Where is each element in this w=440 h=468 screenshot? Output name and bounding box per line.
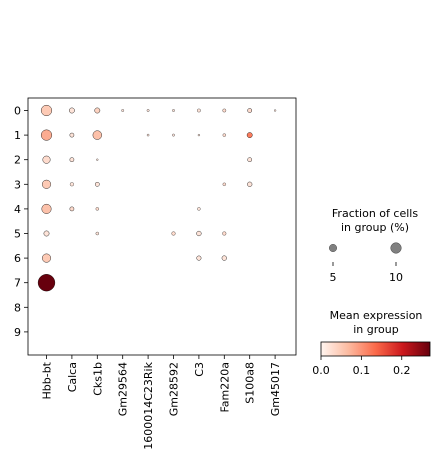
size-legend-label-10: 10 xyxy=(389,271,403,284)
dot-hbb-bt-group-6 xyxy=(42,253,51,263)
x-tick-label-gm45017: Gm45017 xyxy=(269,362,282,416)
x-tick-label-fam220a: Fam220a xyxy=(218,362,231,413)
x-tick-label-calca: Calca xyxy=(66,362,79,392)
dot-fam220a-group-3 xyxy=(222,182,226,186)
dot-hbb-bt-group-2 xyxy=(42,155,51,164)
dot-gm29564-group-0 xyxy=(121,109,125,112)
y-tick-label-7: 7 xyxy=(14,277,21,290)
dot-fam220a-group-5 xyxy=(222,231,227,236)
color-legend-title-line1: Mean expression xyxy=(330,309,423,322)
colorbar-tick-label-2: 0.2 xyxy=(393,364,411,377)
size-legend-label-5: 5 xyxy=(330,271,337,284)
y-tick-label-6: 6 xyxy=(14,252,21,265)
colorbar-ticks: 0.0 0.1 0.2 xyxy=(312,356,410,377)
dot-gm28592-group-1 xyxy=(172,133,175,137)
dot-gm28592-group-5 xyxy=(171,231,176,236)
colorbar-tick-label-0: 0.0 xyxy=(312,364,330,377)
dot-cks1b-group-1 xyxy=(92,130,102,140)
dot-marks xyxy=(37,104,277,292)
y-tick-label-0: 0 xyxy=(14,105,21,118)
x-axis-ticks: Hbb-bt Calca Cks1b Gm29564 1600014C23Rik Gm28… xyxy=(41,355,282,450)
y-axis-ticks: 0 1 2 3 4 5 6 7 8 9 xyxy=(14,105,28,339)
dot-hbb-bt-group-7 xyxy=(37,274,56,292)
y-tick-label-2: 2 xyxy=(14,154,21,167)
dot-c3-group-6 xyxy=(196,255,202,261)
dot-c3-group-0 xyxy=(197,108,201,113)
dot-s100a8-group-2 xyxy=(247,157,252,162)
dot-gm28592-group-0 xyxy=(172,109,175,112)
dot-hbb-bt-group-5 xyxy=(43,230,50,237)
dot-c3-group-1 xyxy=(197,134,200,137)
x-tick-label-cks1b: Cks1b xyxy=(91,362,104,396)
y-tick-label-5: 5 xyxy=(14,228,21,241)
colorbar xyxy=(320,341,431,357)
y-tick-label-8: 8 xyxy=(14,301,21,314)
dot-fam220a-group-0 xyxy=(222,108,227,113)
size-legend-title-line2: in group (%) xyxy=(341,221,409,234)
y-tick-label-3: 3 xyxy=(14,178,21,191)
dot-fam220a-group-6 xyxy=(221,255,227,261)
y-tick-label-4: 4 xyxy=(14,203,21,216)
size-legend-title-line1: Fraction of cells xyxy=(332,207,418,220)
dot-calca-group-4 xyxy=(69,206,75,212)
dot-s100a8-group-3 xyxy=(247,181,253,187)
colorbar-tick-label-1: 0.1 xyxy=(353,364,371,377)
dot-hbb-bt-group-4 xyxy=(41,203,52,214)
color-legend-title-line2: in group xyxy=(353,323,398,336)
y-tick-label-9: 9 xyxy=(14,326,21,339)
dot-cks1b-group-5 xyxy=(95,231,99,236)
y-tick-label-1: 1 xyxy=(14,129,21,142)
dot-hbb-bt-group-1 xyxy=(40,129,53,141)
dot-1600014c23rik-group-1 xyxy=(146,133,150,137)
dot-1600014c23rik-group-0 xyxy=(146,109,150,112)
dot-c3-group-5 xyxy=(196,230,202,237)
dot-calca-group-1 xyxy=(69,132,75,138)
dot-gm45017-group-0 xyxy=(274,109,277,112)
dot-fam220a-group-1 xyxy=(222,133,226,137)
dotplot-axes: 0 1 2 3 4 5 6 7 8 9 Hbb-bt Calca Cks1b Gm29564 160001… xyxy=(14,97,297,450)
dot-cks1b-group-0 xyxy=(94,107,101,114)
x-tick-label-s100a8: S100a8 xyxy=(244,362,257,404)
size-legend-dot-10 xyxy=(390,242,402,254)
plot-frame xyxy=(27,97,297,356)
dot-c3-group-4 xyxy=(197,207,201,211)
x-tick-label-1600014c23rik: 1600014C23Rik xyxy=(142,361,155,449)
size-legend-dot-5 xyxy=(329,244,337,252)
dot-hbb-bt-group-0 xyxy=(40,104,53,117)
x-tick-label-c3: C3 xyxy=(193,362,206,377)
color-legend: Mean expression in group 0.0 0.1 0.2 xyxy=(312,309,431,377)
dot-calca-group-2 xyxy=(69,157,75,162)
dot-s100a8-group-1 xyxy=(246,132,253,138)
dot-calca-group-3 xyxy=(69,182,74,187)
size-legend: Fraction of cells in group (%) 5 10 xyxy=(329,207,418,284)
dot-cks1b-group-3 xyxy=(95,182,100,187)
dot-cks1b-group-2 xyxy=(96,158,99,161)
x-tick-label-gm28592: Gm28592 xyxy=(168,362,181,416)
dot-s100a8-group-0 xyxy=(247,108,252,113)
dot-calca-group-0 xyxy=(69,107,75,114)
dot-hbb-bt-group-3 xyxy=(42,179,51,189)
x-tick-label-hbb-bt: Hbb-bt xyxy=(41,361,54,399)
x-tick-label-gm29564: Gm29564 xyxy=(117,362,130,416)
size-legend-items: 5 10 xyxy=(329,242,403,284)
dot-cks1b-group-4 xyxy=(95,207,99,211)
